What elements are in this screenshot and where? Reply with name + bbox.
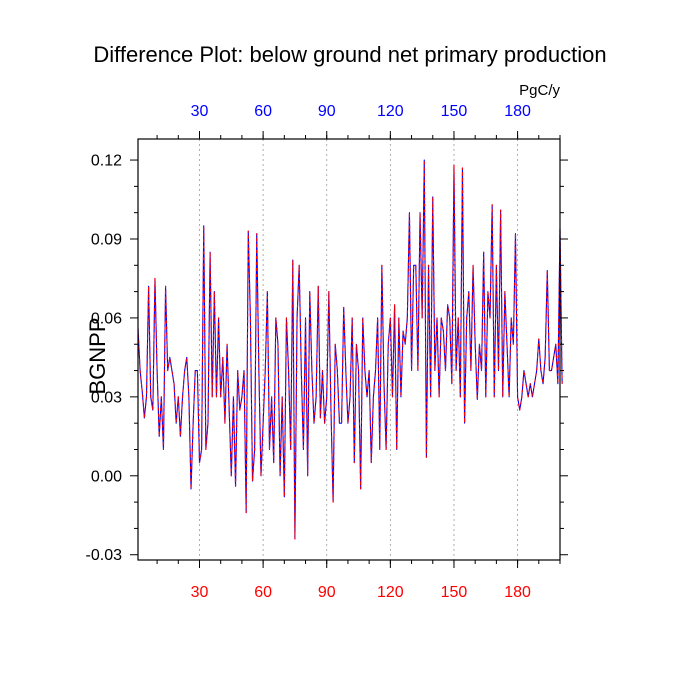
x-tick-label-bottom: 150 [441,584,468,601]
x-tick-label-bottom: 120 [377,584,404,601]
x-tick-label-bottom: 60 [254,584,272,601]
data-series [137,159,563,540]
series-line-2 [137,159,563,540]
series-line-1 [137,159,563,540]
x-tick-label-bottom: 30 [191,584,209,601]
y-tick-label: 0.03 [91,389,122,406]
y-tick-label: -0.03 [86,547,123,564]
units-label: PgC/y [519,82,560,99]
y-tick-label: 0.00 [91,468,122,485]
chart-title: Difference Plot: below ground net primar… [93,42,606,67]
x-tick-label-top: 90 [318,103,336,120]
axes: -0.03 0.00 0.03 0.06 0.09 0.12 30 60 90 120 150 180… [86,103,568,601]
y-axis-label: BGNPP [85,317,110,394]
y-tick-label: 0.12 [91,153,122,170]
x-tick-label-bottom: 90 [318,584,336,601]
x-tick-label-bottom: 180 [504,584,531,601]
x-tick-label-top: 30 [191,103,209,120]
x-tick-label-top: 60 [254,103,272,120]
y-tick-label: 0.09 [91,231,122,248]
x-tick-label-top: 120 [377,103,404,120]
x-tick-label-top: 180 [504,103,531,120]
y-tick-label: 0.06 [91,310,122,327]
plot-frame [137,138,561,561]
x-tick-label-top: 150 [441,103,468,120]
